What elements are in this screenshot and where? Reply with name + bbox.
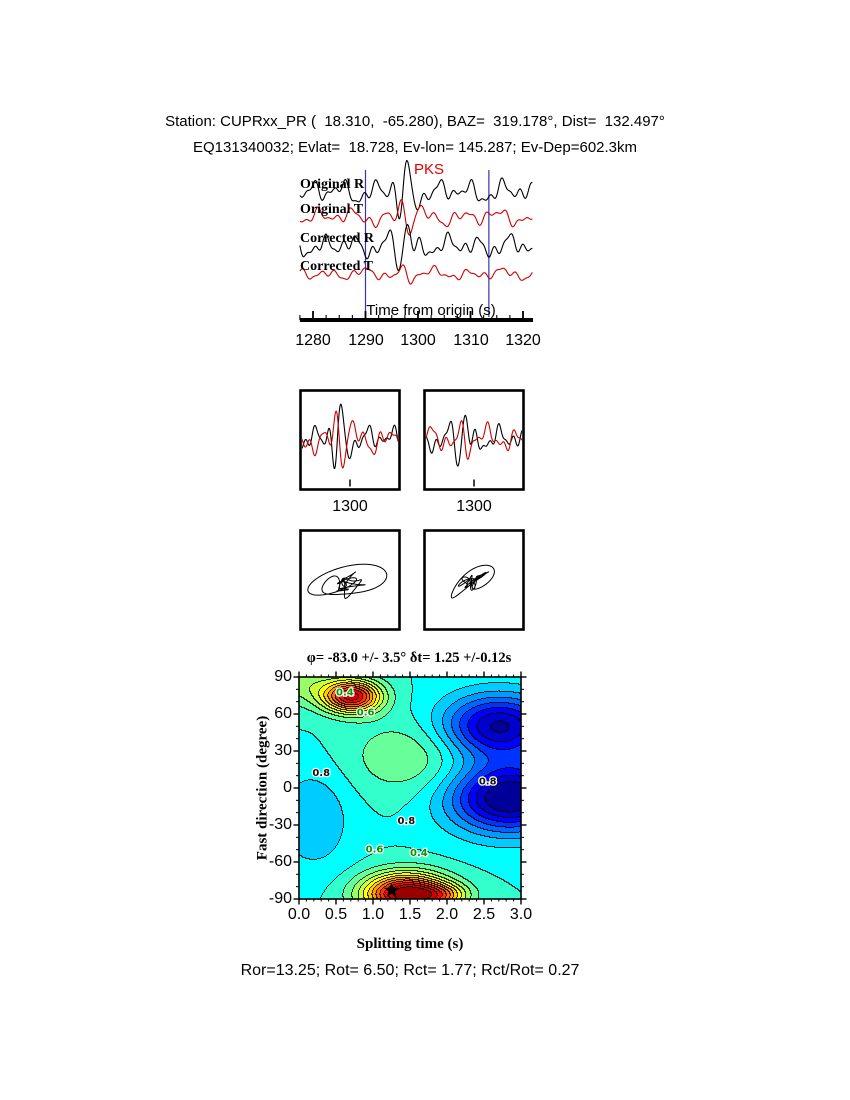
box-frame [299, 389, 401, 491]
misfit-contour-plot [291, 669, 529, 907]
trace-label-original-t: Original T [300, 202, 364, 217]
dt-tick-05: 0.5 [324, 906, 348, 923]
box2-time-tick: 1300 [456, 498, 492, 515]
fastdir-tick-60: 60 [274, 705, 292, 722]
dt-tick-30: 3.0 [509, 906, 533, 923]
trace-label-original-r: Original R [300, 177, 365, 192]
fastdir-tick-90: 90 [274, 668, 292, 685]
y-axis-title: Fast direction (degree) [254, 715, 271, 861]
event-header: EQ131340032; Evlat= 18.728, Ev-lon= 145.… [192, 139, 638, 156]
x-axis-title: Splitting time (s) [356, 936, 464, 952]
dt-tick-00: 0.0 [287, 906, 311, 923]
particle-motion-original [299, 529, 401, 631]
fastdir-tick-0: 0 [283, 779, 292, 796]
time-tick-1300: 1300 [400, 332, 436, 349]
station-header: Station: CUPRxx_PR ( 18.310, -65.280), B… [165, 113, 665, 130]
fastdir-tick-m90: -90 [268, 890, 292, 907]
time-tick-1320: 1320 [505, 332, 541, 349]
box-frame [299, 529, 401, 631]
time-tick-1310: 1310 [453, 332, 489, 349]
time-tick-1290: 1290 [348, 332, 384, 349]
trace-label-corrected-t: Corrected T [300, 259, 373, 274]
box-frame [423, 389, 525, 491]
dt-tick-25: 2.5 [472, 906, 496, 923]
dt-tick-10: 1.0 [361, 906, 385, 923]
phase-label-pks: PKS [414, 161, 445, 178]
box-frame [423, 529, 525, 631]
result-statistics: Ror=13.25; Rot= 6.50; Rct= 1.77; Rct/Rot… [240, 962, 580, 979]
trace-label-corrected-r: Corrected R [300, 231, 374, 246]
fastdir-tick-m60: -60 [268, 853, 292, 870]
seismogram-traces-plot [299, 160, 533, 322]
waveform-window-box-corrected [423, 389, 525, 491]
time-tick-1280: 1280 [295, 332, 331, 349]
particle-motion-corrected [423, 529, 525, 631]
time-axis-title: Time from origin (s) [366, 302, 496, 319]
dt-tick-20: 2.0 [435, 906, 459, 923]
fastdir-tick-30: 30 [274, 742, 292, 759]
waveform-window-box-original [299, 389, 401, 491]
dt-tick-15: 1.5 [398, 906, 422, 923]
splitting-result-title: φ= -83.0 +/- 3.5° δt= 1.25 +/-0.12s [306, 650, 512, 666]
box1-time-tick: 1300 [332, 498, 368, 515]
fastdir-tick-m30: -30 [268, 816, 292, 833]
